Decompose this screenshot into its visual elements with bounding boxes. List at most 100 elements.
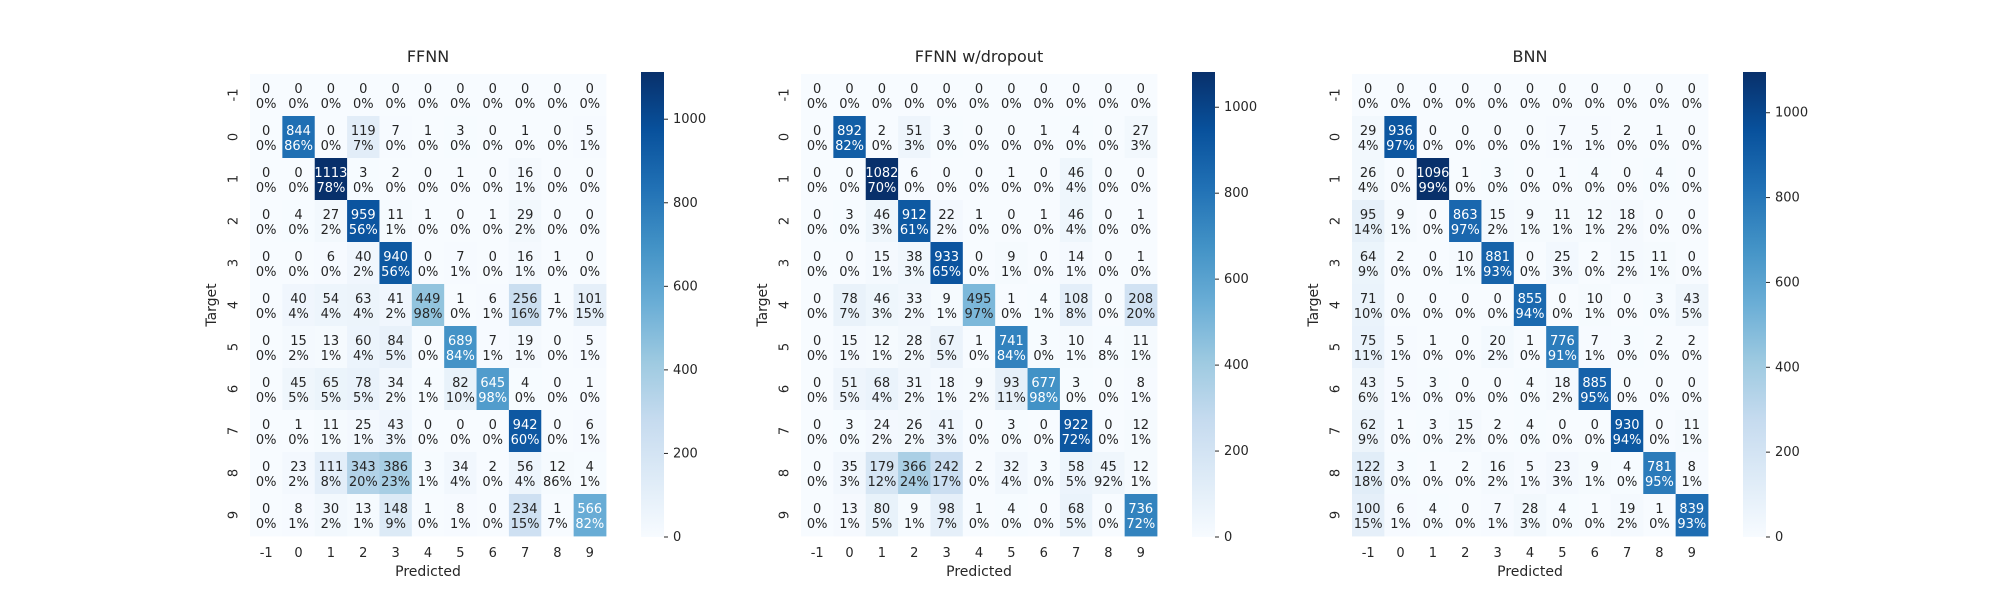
cell-count-label: 0 bbox=[262, 502, 270, 517]
heatmap-cell bbox=[1352, 494, 1385, 537]
cell-count-label: 1 bbox=[1558, 166, 1566, 181]
cell-percent-label: 1% bbox=[1033, 307, 1054, 322]
cell-percent-label: 95% bbox=[1645, 475, 1674, 490]
heatmap-cell bbox=[1384, 242, 1418, 285]
cell-count-label: 0 bbox=[1688, 250, 1696, 265]
cell-count-label: 959 bbox=[351, 208, 376, 223]
heatmap-cell bbox=[444, 368, 477, 411]
cell-percent-label: 0% bbox=[1423, 139, 1444, 154]
cell-percent-label: 4% bbox=[353, 349, 374, 364]
cell-percent-label: 0% bbox=[807, 307, 828, 322]
cell-count-label: 0 bbox=[1688, 376, 1696, 391]
heatmap-cell bbox=[1027, 116, 1061, 159]
cell-count-label: 2 bbox=[1688, 334, 1696, 349]
y-axis-label: Target bbox=[204, 283, 220, 328]
heatmap-cell bbox=[1059, 284, 1093, 327]
cell-percent-label: 0% bbox=[807, 349, 828, 364]
cell-count-label: 9 bbox=[1396, 208, 1404, 223]
cell-percent-label: 2% bbox=[515, 223, 536, 238]
cell-count-label: 863 bbox=[1453, 208, 1478, 223]
cell-percent-label: 0% bbox=[418, 223, 439, 238]
heatmap-cell bbox=[314, 158, 348, 201]
cell-percent-label: 0% bbox=[1617, 475, 1638, 490]
cell-count-label: 1096 bbox=[1416, 166, 1449, 181]
heatmap-cell bbox=[573, 158, 607, 201]
heatmap-cell bbox=[1481, 494, 1515, 537]
cell-count-label: 0 bbox=[489, 418, 497, 433]
cell-percent-label: 99% bbox=[1418, 181, 1447, 196]
cell-percent-label: 2% bbox=[904, 391, 925, 406]
cell-count-label: 0 bbox=[1007, 208, 1015, 223]
cell-count-label: 45 bbox=[290, 376, 307, 391]
x-tick-label: 1 bbox=[878, 546, 886, 561]
cell-count-label: 84 bbox=[387, 334, 404, 349]
cell-percent-label: 0% bbox=[385, 97, 406, 112]
cell-count-label: 343 bbox=[351, 460, 376, 475]
cell-percent-label: 0% bbox=[807, 265, 828, 280]
cell-percent-label: 1% bbox=[1552, 223, 1573, 238]
y-tick-label: 6 bbox=[227, 385, 242, 393]
x-tick-label: 2 bbox=[910, 546, 918, 561]
cell-percent-label: 1% bbox=[936, 391, 957, 406]
cell-count-label: 0 bbox=[294, 250, 302, 265]
heatmap-cell bbox=[1124, 410, 1158, 453]
heatmap-cell bbox=[1546, 158, 1579, 201]
heatmap-cell bbox=[1610, 368, 1644, 411]
heatmap-cell bbox=[1481, 158, 1515, 201]
cell-count-label: 0 bbox=[1104, 418, 1112, 433]
cell-percent-label: 1% bbox=[580, 433, 601, 448]
cell-count-label: 32 bbox=[1003, 460, 1020, 475]
y-tick-label: 4 bbox=[778, 301, 793, 309]
cell-count-label: 3 bbox=[1623, 334, 1631, 349]
cell-percent-label: 0% bbox=[1584, 181, 1605, 196]
y-tick-label: 9 bbox=[227, 511, 242, 519]
cell-percent-label: 0% bbox=[807, 139, 828, 154]
heatmap-cell bbox=[1578, 410, 1612, 453]
cell-count-label: 0 bbox=[813, 82, 821, 97]
cell-percent-label: 23% bbox=[381, 475, 410, 490]
cell-count-label: 111 bbox=[318, 460, 343, 475]
cell-count-label: 0 bbox=[1688, 208, 1696, 223]
cell-percent-label: 97% bbox=[965, 307, 994, 322]
cell-count-label: 16 bbox=[1489, 460, 1506, 475]
cell-count-label: 9 bbox=[1007, 250, 1015, 265]
cell-percent-label: 0% bbox=[1098, 139, 1119, 154]
cell-percent-label: 0% bbox=[1098, 517, 1119, 532]
heatmap-cell bbox=[1352, 284, 1385, 327]
heatmap-cell bbox=[1124, 116, 1158, 159]
cell-percent-label: 1% bbox=[418, 475, 439, 490]
cell-count-label: 0 bbox=[521, 82, 529, 97]
cell-count-label: 0 bbox=[975, 166, 983, 181]
cell-count-label: 0 bbox=[813, 208, 821, 223]
cell-percent-label: 9% bbox=[385, 517, 406, 532]
heatmap-cell bbox=[508, 74, 542, 117]
cell-count-label: 0 bbox=[1591, 418, 1599, 433]
cell-count-label: 12 bbox=[874, 334, 891, 349]
cell-count-label: 1 bbox=[424, 124, 432, 139]
cell-count-label: 0 bbox=[1040, 250, 1048, 265]
cell-percent-label: 0% bbox=[1520, 349, 1541, 364]
heatmap-panel-3: 00%00%00%00%00%00%00%00%00%00%00%294%936… bbox=[1306, 47, 1808, 580]
cell-count-label: 0 bbox=[262, 460, 270, 475]
cell-percent-label: 56% bbox=[349, 223, 378, 238]
heatmap-cell bbox=[962, 410, 996, 453]
cell-count-label: 4 bbox=[586, 460, 594, 475]
cell-percent-label: 0% bbox=[1033, 181, 1054, 196]
cell-percent-label: 17% bbox=[932, 475, 961, 490]
cell-percent-label: 2% bbox=[904, 307, 925, 322]
cell-percent-label: 1% bbox=[321, 433, 342, 448]
heatmap-cell bbox=[411, 74, 445, 117]
cell-percent-label: 60% bbox=[511, 433, 540, 448]
heatmap-cell bbox=[1384, 452, 1418, 495]
cell-count-label: 0 bbox=[1104, 376, 1112, 391]
cell-count-label: 3 bbox=[424, 460, 432, 475]
cell-percent-label: 0% bbox=[1423, 391, 1444, 406]
cell-percent-label: 8% bbox=[1066, 307, 1087, 322]
heatmap-cell bbox=[444, 284, 477, 327]
cell-percent-label: 0% bbox=[1520, 265, 1541, 280]
y-tick-label: 2 bbox=[778, 217, 793, 225]
heatmap-cell bbox=[1384, 326, 1418, 369]
cell-count-label: 0 bbox=[586, 166, 594, 181]
heatmap-cell bbox=[1546, 200, 1579, 243]
cell-percent-label: 3% bbox=[1131, 139, 1152, 154]
